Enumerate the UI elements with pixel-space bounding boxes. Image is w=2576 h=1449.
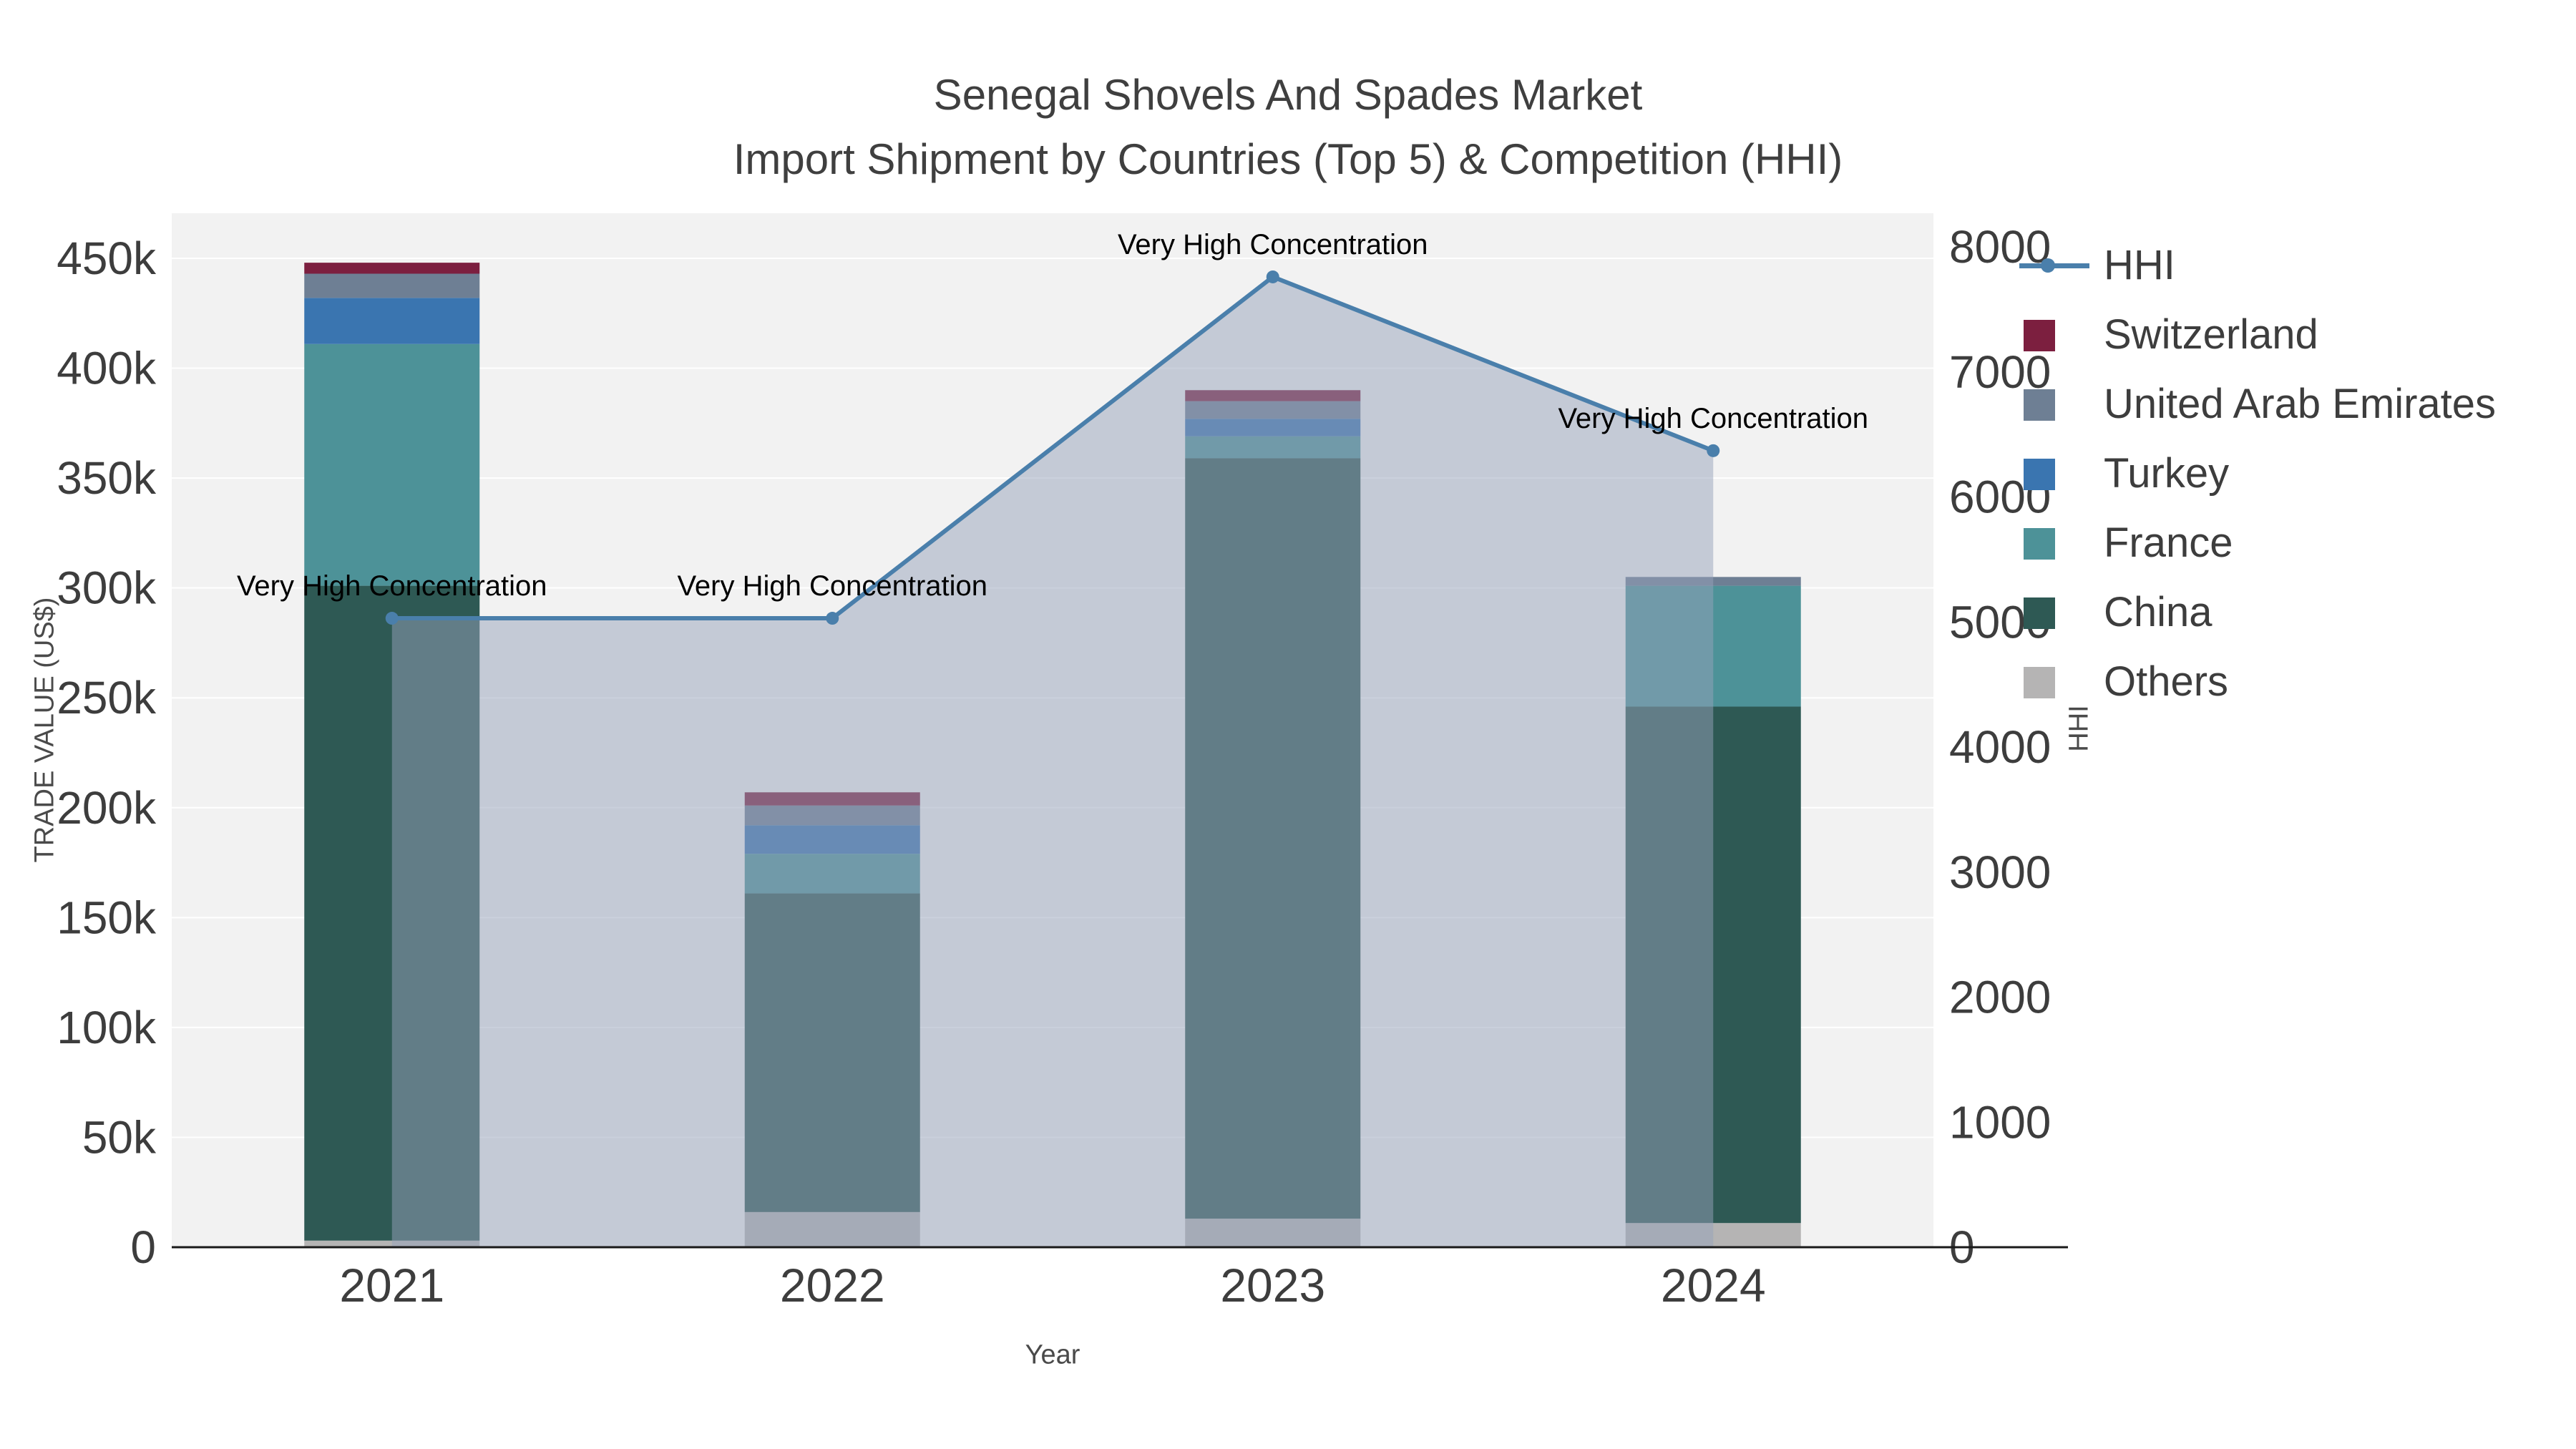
- legend-item-united-arab-emirates[interactable]: United Arab Emirates: [2024, 369, 2496, 439]
- y-left-tick-400k: 400k: [57, 343, 157, 394]
- legend-swatch: [2024, 666, 2098, 698]
- legend-label: Others: [2104, 658, 2229, 705]
- legend-label: France: [2104, 519, 2233, 566]
- annotation-2023: Very High Concentration: [1118, 229, 1428, 260]
- legend-swatch: [2024, 597, 2098, 629]
- legend-item-hhi[interactable]: HHI: [2019, 230, 2496, 300]
- x-axis-label: Year: [1025, 1340, 1080, 1370]
- hhi-marker-2021[interactable]: [385, 612, 399, 625]
- bar-france-2021[interactable]: [304, 343, 480, 586]
- legend-item-switzerland[interactable]: Switzerland: [2024, 300, 2496, 369]
- legend-label: China: [2104, 588, 2212, 635]
- y-left-tick-0: 0: [130, 1221, 156, 1273]
- y-left-tick-250k: 250k: [57, 672, 157, 723]
- legend-item-france[interactable]: France: [2024, 508, 2496, 577]
- y-left-tick-300k: 300k: [57, 562, 157, 614]
- legend-swatch: [2024, 319, 2098, 351]
- x-tick-2024: 2024: [1661, 1259, 1766, 1312]
- chart-title-line-1: Senegal Shovels And Spades Market: [933, 71, 1643, 119]
- x-tick-2023: 2023: [1220, 1259, 1325, 1312]
- chart-title: Senegal Shovels And Spades Market Import…: [0, 63, 2576, 192]
- bar-turkey-2021[interactable]: [304, 298, 480, 344]
- bar-united-arab-emirates-2021[interactable]: [304, 273, 480, 298]
- y-left-tick-150k: 150k: [57, 892, 157, 943]
- legend-item-turkey[interactable]: Turkey: [2024, 439, 2496, 508]
- y-axis-left-label: TRADE VALUE (US$): [29, 597, 60, 863]
- legend-label: United Arab Emirates: [2104, 380, 2497, 427]
- hhi-marker-2022[interactable]: [826, 612, 839, 625]
- legend-label: HHI: [2104, 241, 2175, 288]
- hhi-area-fill: [391, 276, 1714, 1248]
- annotation-2021: Very High Concentration: [237, 570, 547, 602]
- y-right-tick-2000: 2000: [1949, 972, 2051, 1023]
- legend-item-others[interactable]: Others: [2024, 647, 2496, 716]
- y-left-tick-350k: 350k: [57, 452, 157, 504]
- hhi-marker-2023[interactable]: [1266, 270, 1279, 283]
- y-left-tick-100k: 100k: [57, 1002, 157, 1053]
- y-right-tick-4000: 4000: [1949, 721, 2051, 773]
- legend-item-china[interactable]: China: [2024, 577, 2496, 647]
- y-left-tick-450k: 450k: [57, 233, 157, 284]
- hhi-marker-2024[interactable]: [1707, 444, 1720, 457]
- bar-switzerland-2021[interactable]: [304, 263, 480, 274]
- legend-line-sample: [2019, 250, 2098, 281]
- y-left-tick-200k: 200k: [57, 782, 157, 834]
- annotation-2024: Very High Concentration: [1558, 403, 1868, 434]
- annotation-2022: Very High Concentration: [677, 570, 987, 602]
- hhi-line: [391, 274, 1714, 621]
- legend-label: Switzerland: [2104, 311, 2318, 358]
- x-tick-2021: 2021: [339, 1259, 444, 1312]
- y-right-tick-3000: 3000: [1949, 847, 2051, 898]
- legend-label: Turkey: [2104, 449, 2230, 497]
- legend: HHI Switzerland United Arab Emirates Turkey…: [2019, 230, 2496, 716]
- legend-swatch: [2024, 458, 2098, 490]
- legend-swatch: [2024, 527, 2098, 560]
- x-tick-2022: 2022: [780, 1259, 885, 1312]
- y-left-tick-50k: 50k: [82, 1111, 157, 1163]
- y-right-tick-1000: 1000: [1949, 1096, 2051, 1148]
- chart-title-line-2: Import Shipment by Countries (Top 5) & C…: [733, 135, 1843, 183]
- legend-swatch: [2024, 389, 2098, 421]
